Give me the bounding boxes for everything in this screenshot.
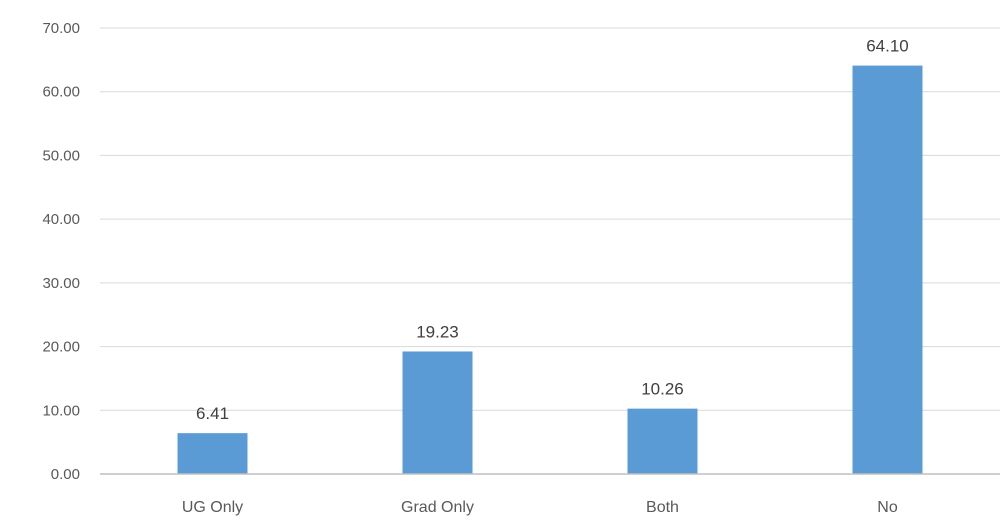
bar-grad-only	[402, 351, 473, 474]
x-category-label: Grad Only	[401, 499, 474, 516]
y-tick-label: 50.00	[42, 147, 80, 164]
y-tick-label: 0.00	[51, 466, 80, 483]
data-label: 64.10	[866, 37, 909, 56]
bars	[177, 65, 923, 474]
y-tick-label: 40.00	[42, 211, 80, 228]
data-labels: 6.41 19.23 10.26 64.10	[196, 37, 909, 424]
bar-no	[852, 65, 923, 474]
x-category-label: UG Only	[182, 499, 243, 516]
gridlines	[100, 27, 1000, 411]
x-axis-category-labels: UG Only Grad Only Both No	[182, 499, 898, 516]
y-tick-label: 30.00	[42, 275, 80, 292]
y-tick-label: 60.00	[42, 84, 80, 101]
data-label: 19.23	[416, 322, 459, 341]
y-tick-label: 10.00	[42, 402, 80, 419]
data-label: 6.41	[196, 404, 229, 423]
data-label: 10.26	[641, 380, 684, 399]
y-tick-label: 20.00	[42, 339, 80, 356]
x-category-label: Both	[646, 499, 679, 516]
bar-both	[627, 408, 698, 474]
x-category-label: No	[877, 499, 898, 516]
y-tick-label: 70.00	[42, 20, 80, 37]
y-axis-tick-labels: 0.00 10.00 20.00 30.00 40.00 50.00 60.00 70.00	[42, 20, 80, 483]
bar-ug-only	[177, 433, 248, 474]
